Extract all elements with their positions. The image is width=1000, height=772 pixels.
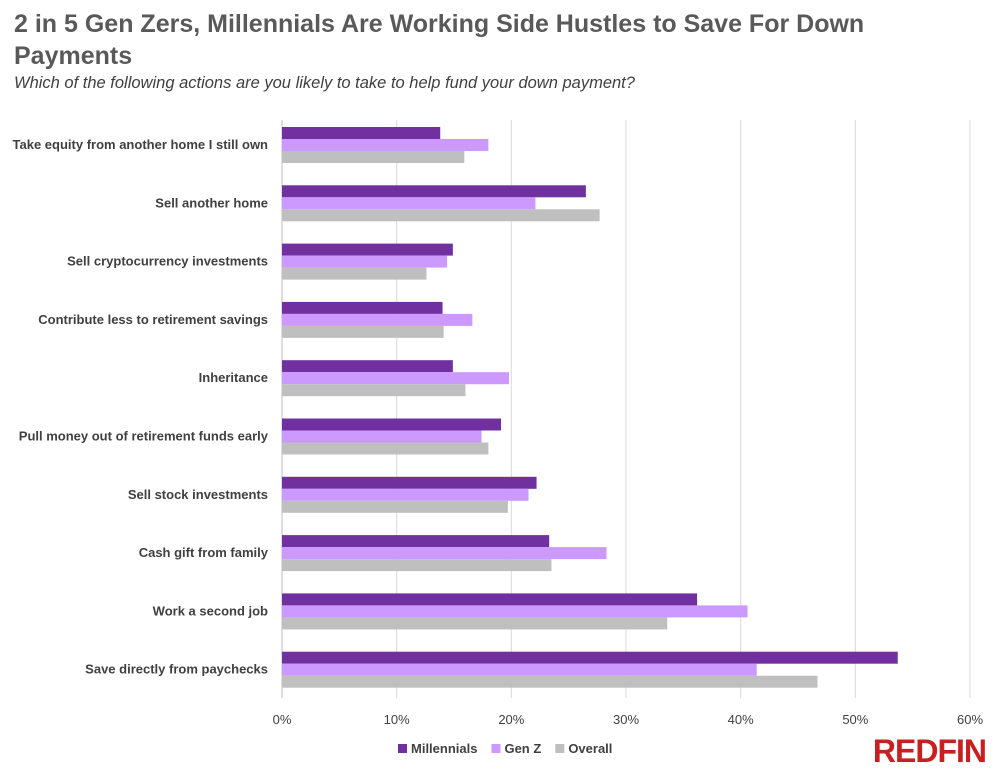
bar-overall [282, 151, 465, 163]
x-tick-label: 30% [613, 712, 639, 727]
legend-swatch [555, 744, 565, 753]
chart-title: 2 in 5 Gen Zers, Millennials Are Working… [14, 10, 865, 70]
bar-millennials [282, 185, 586, 198]
legend-swatch [491, 744, 501, 753]
bar-overall [282, 617, 668, 630]
redfin-logo: REDFIN [872, 733, 987, 769]
bar-gen-z [282, 255, 448, 268]
bar-gen-z [282, 488, 529, 501]
bar-overall [282, 500, 508, 513]
bar-millennials [282, 127, 441, 139]
bar-overall [282, 442, 489, 455]
legend-label: Millennials [411, 741, 477, 756]
bar-millennials [282, 418, 502, 431]
bar-gen-z [282, 139, 489, 151]
bar-gen-z [282, 372, 510, 385]
bar-gen-z [282, 430, 482, 443]
bar-millennials [282, 301, 443, 314]
category-label: Work a second job [153, 603, 268, 618]
category-label: Save directly from paychecks [85, 662, 268, 677]
bar-millennials [282, 593, 698, 606]
x-tick-label: 60% [957, 712, 983, 727]
bar-millennials [282, 360, 453, 373]
bar-overall [282, 384, 466, 397]
bar-gen-z [282, 663, 757, 676]
legend-label: Overall [568, 741, 612, 756]
bar-millennials [282, 243, 453, 256]
bar-millennials [282, 476, 537, 489]
category-label: Sell stock investments [128, 487, 268, 502]
x-tick-label: 0% [273, 712, 292, 727]
category-label: Cash gift from family [139, 545, 269, 560]
category-label: Contribute less to retirement savings [38, 312, 268, 327]
bar-overall [282, 209, 600, 222]
bar-overall [282, 267, 427, 280]
category-label: Inheritance [199, 370, 268, 385]
legend-label: Gen Z [504, 741, 541, 756]
bar-overall [282, 325, 444, 338]
category-label: Pull money out of retirement funds early [19, 429, 269, 444]
x-tick-label: 20% [498, 712, 524, 727]
category-label: Take equity from another home I still ow… [13, 137, 269, 152]
bar-overall [282, 559, 552, 572]
bar-millennials [282, 535, 550, 548]
category-label: Sell another home [155, 195, 268, 210]
x-tick-label: 10% [384, 712, 410, 727]
legend-swatch [398, 744, 407, 753]
bar-overall [282, 675, 818, 688]
chart-subtitle: Which of the following actions are you l… [14, 74, 635, 92]
x-tick-label: 40% [728, 712, 754, 727]
bar-gen-z [282, 197, 536, 210]
bar-gen-z [282, 313, 473, 326]
category-label: Sell cryptocurrency investments [67, 254, 268, 269]
bar-gen-z [282, 547, 607, 560]
bar-millennials [282, 651, 898, 664]
bar-gen-z [282, 605, 748, 618]
x-tick-label: 50% [842, 712, 868, 727]
